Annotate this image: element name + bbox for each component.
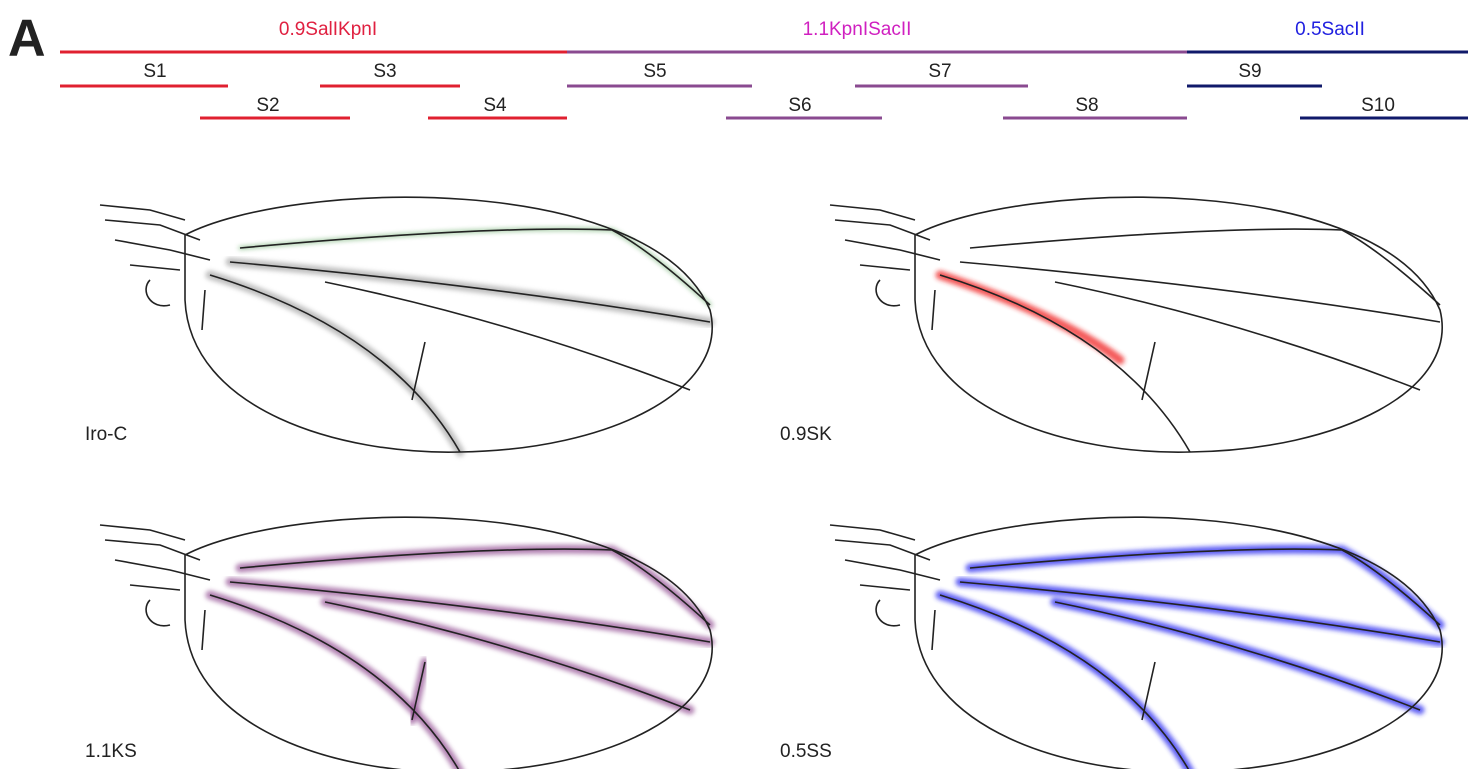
segment-label: S9	[1238, 61, 1261, 82]
segment-label: S10	[1361, 95, 1395, 116]
wing-label: 0.9SK	[780, 424, 832, 445]
wing-label: Iro-C	[85, 424, 127, 445]
wing-label: 1.1KS	[85, 741, 137, 762]
wing	[100, 517, 712, 769]
wing	[100, 197, 712, 452]
segment-label: S6	[788, 95, 811, 116]
segment-label: S1	[143, 61, 166, 82]
segment-label: S5	[643, 61, 666, 82]
wing	[830, 197, 1442, 452]
fragment-label: 0.5SacII	[1295, 19, 1365, 40]
wing	[830, 517, 1442, 769]
segment-label: S8	[1075, 95, 1098, 116]
segment-label: S4	[483, 95, 507, 116]
fragment-label: 1.1KpnISacII	[803, 19, 912, 40]
panel-label: A	[8, 10, 46, 68]
figure: A 0.9SalIKpnI 1.1KpnISacII 0.5SacII S1 S…	[0, 0, 1468, 769]
segment-label: S3	[373, 61, 396, 82]
fragment-label: 0.9SalIKpnI	[279, 19, 377, 40]
segment-label: S2	[256, 95, 279, 116]
segment-label: S7	[928, 61, 951, 82]
wing-label: 0.5SS	[780, 741, 832, 762]
